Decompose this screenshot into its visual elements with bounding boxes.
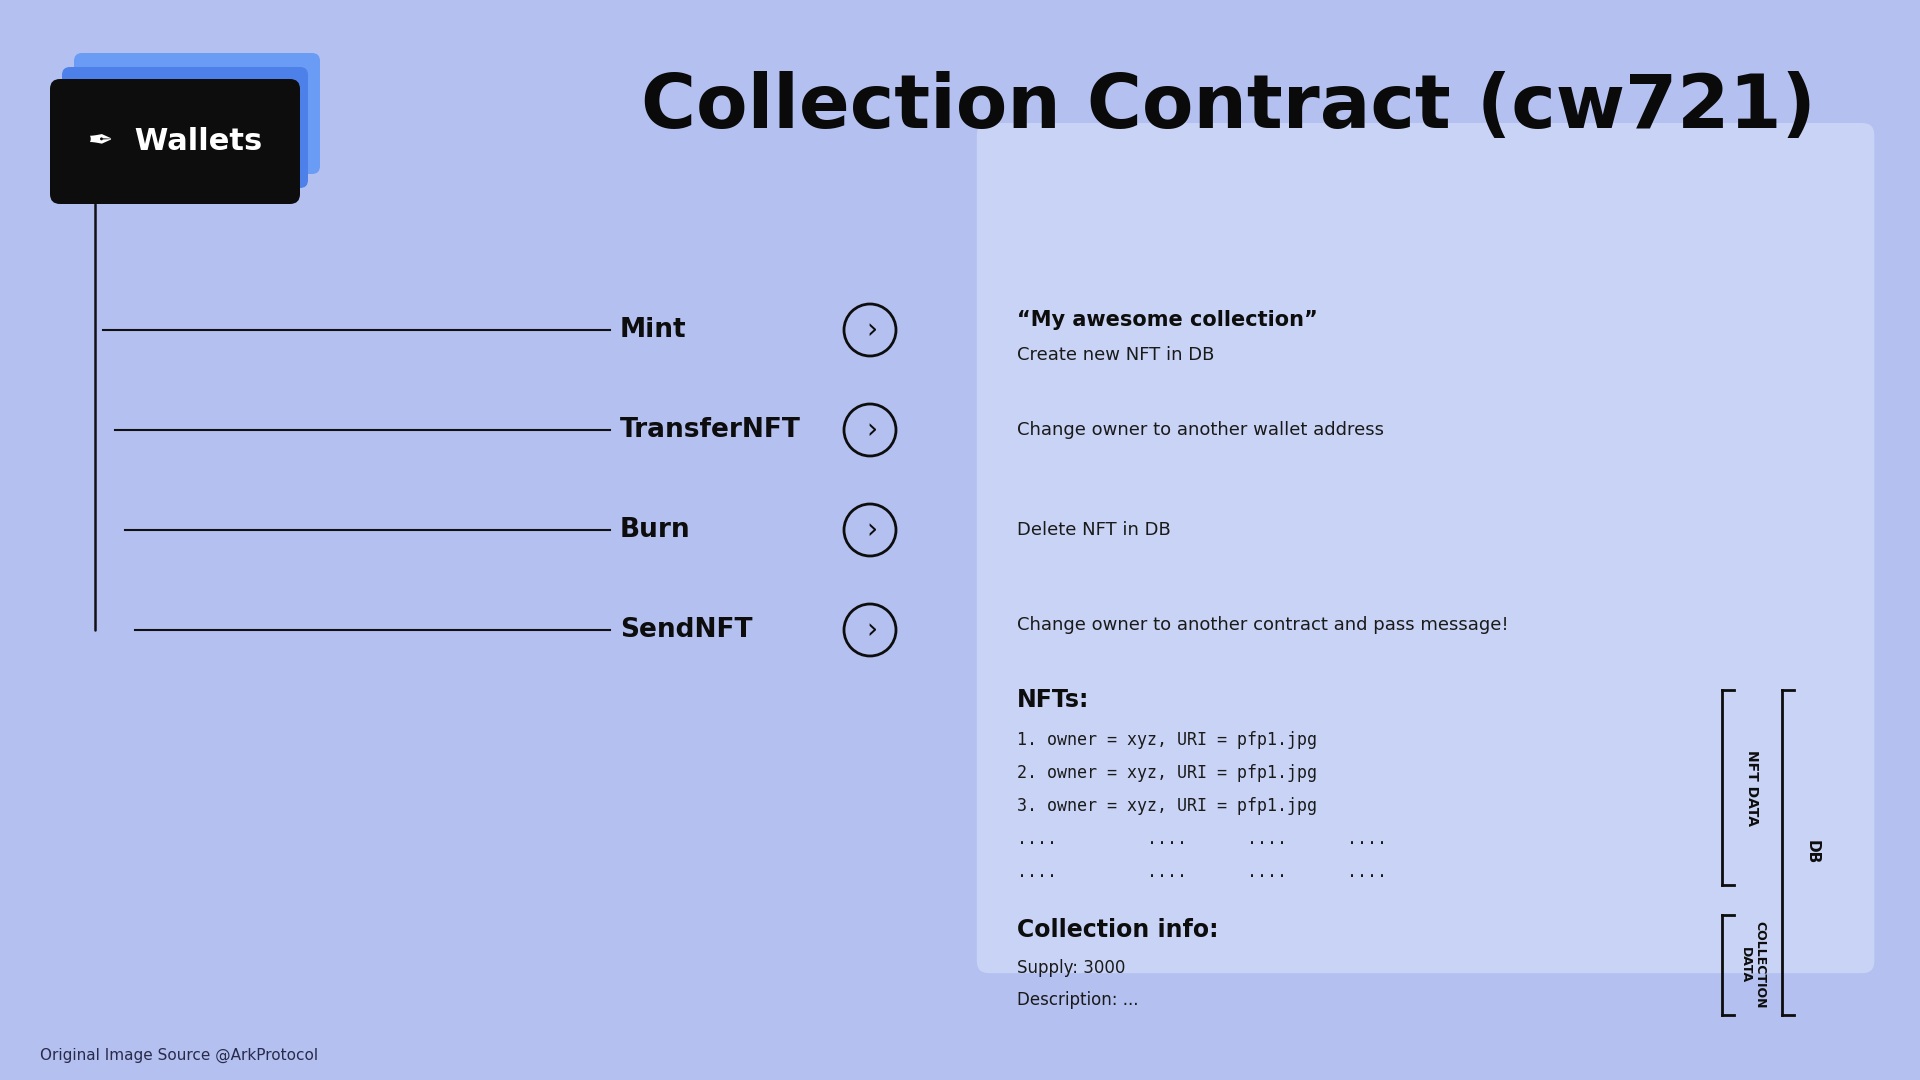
Text: NFT DATA: NFT DATA: [1745, 750, 1759, 825]
Text: COLLECTION
DATA: COLLECTION DATA: [1738, 921, 1766, 1009]
Text: Description: ...: Description: ...: [1018, 991, 1139, 1009]
Text: ›: ›: [866, 316, 877, 345]
Text: ›: ›: [866, 616, 877, 644]
Text: SendNFT: SendNFT: [620, 617, 753, 643]
Text: ....         ....      ....      ....: .... .... .... ....: [1018, 831, 1386, 848]
Text: ....         ....      ....      ....: .... .... .... ....: [1018, 863, 1386, 881]
Text: 3. owner = xyz, URI = pfp1.jpg: 3. owner = xyz, URI = pfp1.jpg: [1018, 797, 1317, 815]
Text: Create new NFT in DB: Create new NFT in DB: [1018, 346, 1213, 364]
Text: “My awesome collection”: “My awesome collection”: [1018, 310, 1317, 330]
Text: Collection Contract (cw721): Collection Contract (cw721): [641, 71, 1816, 145]
Text: 1. owner = xyz, URI = pfp1.jpg: 1. owner = xyz, URI = pfp1.jpg: [1018, 731, 1317, 750]
Text: Collection info:: Collection info:: [1018, 918, 1219, 942]
Text: DB: DB: [1805, 840, 1820, 865]
Text: TransferNFT: TransferNFT: [620, 417, 801, 443]
Text: NFTs:: NFTs:: [1018, 688, 1089, 712]
Text: Change owner to another contract and pass message!: Change owner to another contract and pas…: [1018, 616, 1509, 634]
Text: ›: ›: [866, 416, 877, 444]
FancyBboxPatch shape: [61, 67, 307, 188]
Text: Original Image Source @ArkProtocol: Original Image Source @ArkProtocol: [40, 1048, 319, 1063]
Text: Delete NFT in DB: Delete NFT in DB: [1018, 521, 1171, 539]
FancyBboxPatch shape: [75, 53, 321, 174]
Text: Burn: Burn: [620, 517, 691, 543]
Text: ›: ›: [866, 516, 877, 544]
Text: Change owner to another wallet address: Change owner to another wallet address: [1018, 421, 1384, 438]
FancyBboxPatch shape: [977, 123, 1874, 973]
FancyBboxPatch shape: [50, 79, 300, 204]
Text: 2. owner = xyz, URI = pfp1.jpg: 2. owner = xyz, URI = pfp1.jpg: [1018, 764, 1317, 782]
Text: Supply: 3000: Supply: 3000: [1018, 959, 1125, 977]
Text: ✒  Wallets: ✒ Wallets: [88, 127, 263, 156]
Text: Mint: Mint: [620, 318, 687, 343]
